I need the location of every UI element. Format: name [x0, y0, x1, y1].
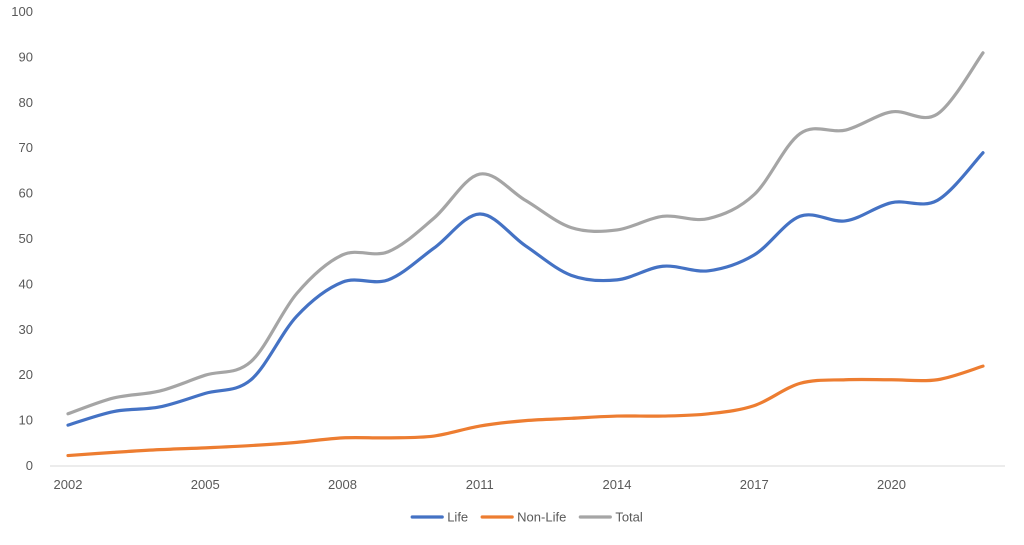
x-tick-label: 2014: [603, 477, 632, 492]
y-tick-label: 70: [19, 140, 33, 155]
x-tick-labels: 2002 2005 2008 2011 2014 2017 2020: [54, 477, 906, 492]
y-tick-label: 30: [19, 322, 33, 337]
y-tick-label: 20: [19, 367, 33, 382]
legend-item: Life: [410, 510, 468, 525]
x-tick-label: 2017: [740, 477, 769, 492]
series-lines: [66, 51, 985, 458]
legend-label: Life: [447, 510, 468, 525]
y-tick-label: 10: [19, 413, 33, 428]
legend-label: Non-Life: [517, 510, 566, 525]
y-tick-label: 0: [26, 458, 33, 473]
legend-item: Total: [578, 510, 643, 525]
x-tick-label: 2002: [54, 477, 83, 492]
series-line-non-life: [66, 364, 985, 458]
x-tick-label: 2011: [466, 477, 494, 492]
y-tick-label: 100: [11, 4, 33, 19]
series-line-life: [66, 151, 985, 427]
y-tick-label: 80: [19, 95, 33, 110]
y-tick-label: 90: [19, 49, 33, 64]
x-tick-label: 2008: [328, 477, 357, 492]
y-tick-label: 60: [19, 186, 33, 201]
y-tick-label: 40: [19, 276, 33, 291]
legend-label: Total: [615, 510, 643, 525]
legend: Life Non-Life Total: [410, 510, 643, 525]
series-line-total: [66, 51, 985, 416]
x-tick-label: 2005: [191, 477, 220, 492]
x-tick-label: 2020: [877, 477, 906, 492]
legend-item: Non-Life: [480, 510, 566, 525]
y-tick-labels: 0 10 20 30 40 50 60 70 80 90 100: [11, 4, 33, 473]
y-tick-label: 50: [19, 231, 33, 246]
